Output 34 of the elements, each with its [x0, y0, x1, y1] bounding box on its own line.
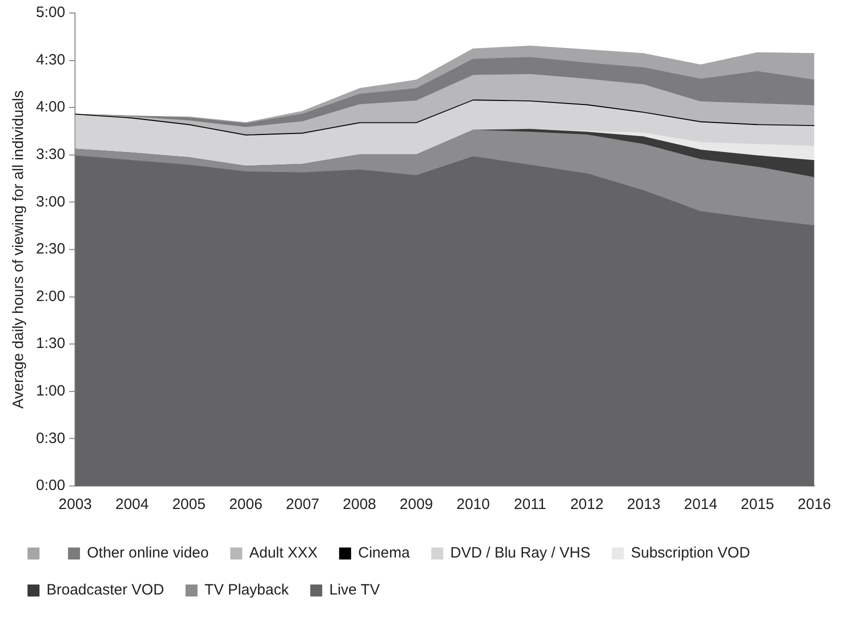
x-tick-label: 2016: [798, 496, 832, 514]
y-tick-label: 4:30: [36, 51, 66, 68]
y-tick-label: 0:00: [36, 477, 66, 494]
x-tick-label: 2009: [400, 496, 434, 514]
x-tick-label: 2003: [58, 496, 92, 514]
legend-label: DVD / Blu Ray / VHS: [450, 544, 590, 562]
x-tick-label: 2010: [456, 496, 490, 514]
legend-label: Other online video: [87, 544, 209, 562]
y-tick-label: 1:30: [36, 335, 66, 352]
x-tick-label: 2013: [627, 496, 660, 514]
y-tick-label: 1:00: [36, 382, 66, 400]
x-tick-label: 2004: [115, 496, 149, 514]
legend-label: Subscription VOD: [630, 544, 750, 562]
x-tick-label: 2012: [570, 496, 604, 514]
y-tick-label: 0:30: [36, 430, 66, 447]
y-tick-label: 3:00: [36, 193, 66, 210]
x-tick-label: 2014: [684, 496, 718, 514]
x-tick-label: 2005: [172, 496, 206, 514]
y-tick-label: 2:00: [36, 288, 66, 305]
legend-label: TV Playback: [204, 582, 290, 599]
y-tick-label: 2:30: [36, 240, 66, 258]
legend-label: Cinema: [358, 544, 410, 562]
legend-label: Broadcaster VOD: [46, 582, 164, 599]
x-tick-label: 2008: [342, 496, 376, 514]
x-tick-label: 2006: [229, 496, 262, 514]
x-tick-label: 2011: [514, 496, 546, 514]
x-tick-label: 2015: [740, 496, 774, 514]
y-tick-label: 3:30: [36, 146, 66, 164]
y-axis-title: Average daily hours of viewing for all individuals: [10, 90, 28, 409]
x-tick-label: 2007: [286, 496, 320, 514]
y-tick-label: 5:00: [36, 4, 66, 22]
legend-label: Adult XXX: [249, 544, 318, 562]
y-tick-label: 4:00: [36, 98, 66, 116]
legend-label: Live TV: [329, 582, 380, 599]
